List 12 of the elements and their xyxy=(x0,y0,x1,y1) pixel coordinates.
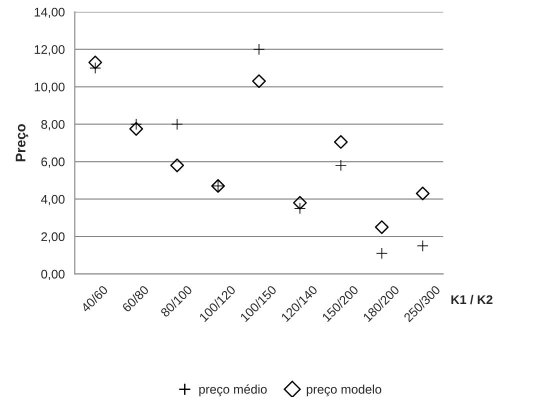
y-axis-title: Preço xyxy=(16,124,28,162)
legend-label: preço médio xyxy=(199,384,267,396)
x-axis-title: K1 / K2 xyxy=(451,294,492,304)
y-tick-label: 4,00 xyxy=(41,194,65,206)
y-tick-label: 14,00 xyxy=(34,8,65,18)
y-tick-label: 12,00 xyxy=(34,45,65,56)
y-tick-label: 6,00 xyxy=(41,157,65,168)
y-tick-label: 8,00 xyxy=(41,120,65,130)
y-tick-label: 10,00 xyxy=(34,82,65,93)
legend-label: preço modelo xyxy=(306,384,382,396)
y-tick-label: 0,00 xyxy=(41,270,65,280)
y-tick-label: 2,00 xyxy=(41,232,65,243)
